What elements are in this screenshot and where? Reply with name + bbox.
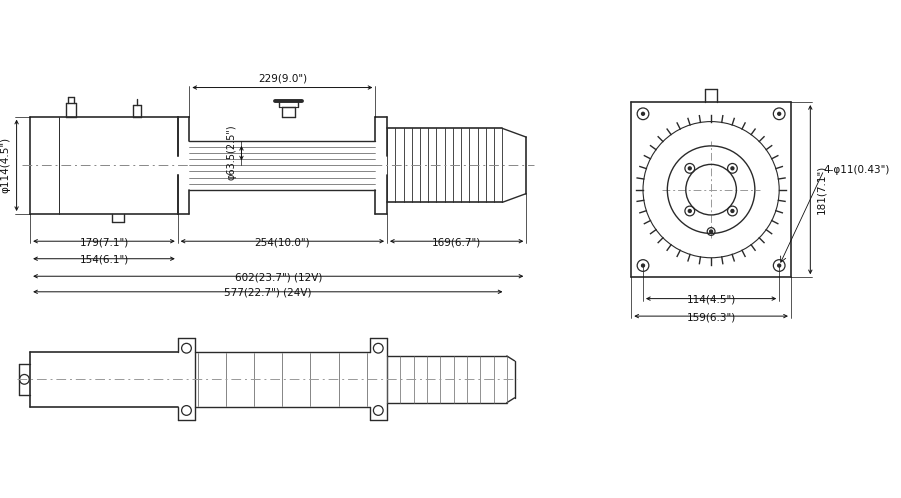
Text: φ114(4.5"): φ114(4.5") [1,137,11,193]
Circle shape [710,230,713,233]
Text: 159(6.3"): 159(6.3") [687,312,736,322]
Text: 577(22.7") (24V): 577(22.7") (24V) [224,288,312,298]
Text: φ63.5(2.5"): φ63.5(2.5") [226,124,237,180]
Text: 4-φ11(0.43"): 4-φ11(0.43") [824,165,890,175]
Circle shape [731,167,734,170]
Circle shape [688,210,691,213]
Circle shape [642,264,644,267]
Text: 181(7.1"): 181(7.1") [816,165,826,214]
Text: 154(6.1"): 154(6.1") [79,255,129,265]
Circle shape [642,113,644,115]
Circle shape [688,167,691,170]
Text: 254(10.0"): 254(10.0") [255,238,310,248]
Text: 602(23.7") (12V): 602(23.7") (12V) [234,272,322,282]
Text: 229(9.0"): 229(9.0") [258,74,307,84]
Circle shape [778,264,780,267]
Circle shape [778,113,780,115]
Text: 169(6.7"): 169(6.7") [432,238,481,248]
Circle shape [731,210,734,213]
Text: 179(7.1"): 179(7.1") [79,238,129,248]
Text: 114(4.5"): 114(4.5") [687,295,736,305]
